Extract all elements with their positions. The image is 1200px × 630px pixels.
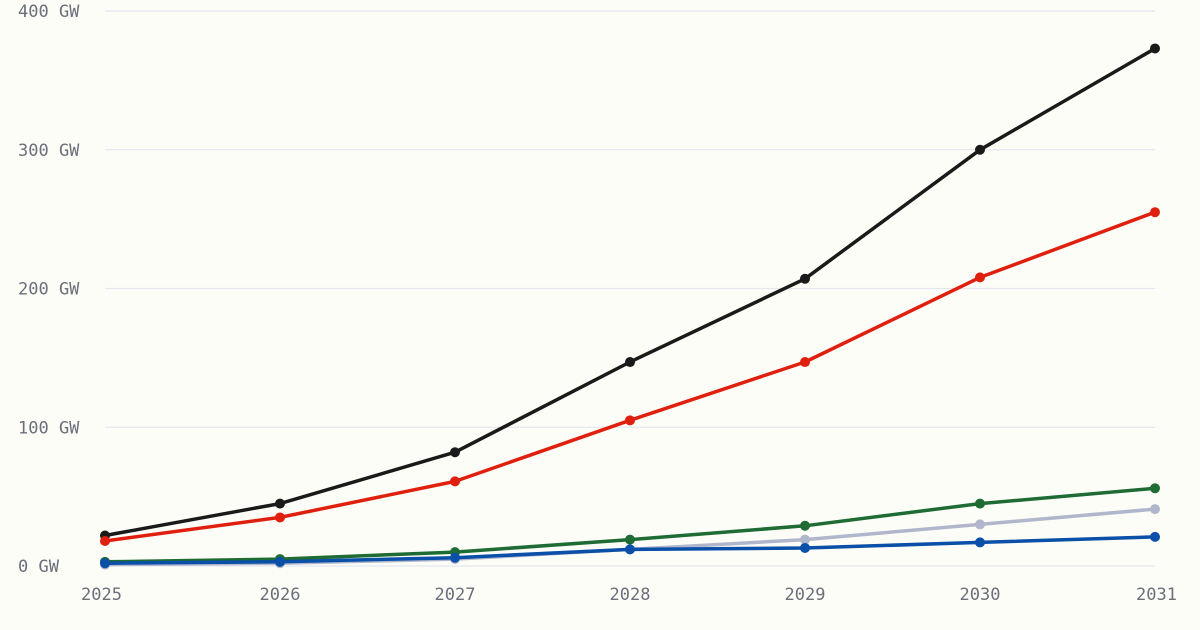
data-point xyxy=(1150,207,1160,218)
data-point xyxy=(800,273,810,284)
data-point xyxy=(800,520,810,531)
data-point xyxy=(275,512,285,523)
data-point xyxy=(975,519,985,530)
x-tick-label: 2031 xyxy=(1136,585,1177,605)
x-tick-label: 2027 xyxy=(435,585,476,605)
data-point xyxy=(975,537,985,548)
x-tick-label: 2029 xyxy=(785,585,826,605)
series-line xyxy=(103,210,1157,543)
data-point xyxy=(800,542,810,553)
data-point xyxy=(625,534,635,545)
data-point xyxy=(100,536,110,547)
y-tick-label: 0 GW xyxy=(18,557,60,577)
data-point xyxy=(975,498,985,509)
data-point xyxy=(975,144,985,155)
data-point xyxy=(275,498,285,509)
y-tick-label: 400 GW xyxy=(18,2,80,22)
data-point xyxy=(800,534,810,545)
data-point xyxy=(1150,504,1160,515)
data-point xyxy=(800,357,810,368)
y-tick-label: 200 GW xyxy=(18,280,80,300)
grid-lines xyxy=(105,10,1155,567)
data-point xyxy=(275,556,285,567)
x-tick-label: 2030 xyxy=(960,585,1001,605)
y-tick-label: 100 GW xyxy=(18,418,80,438)
x-tick-label: 2025 xyxy=(81,585,122,605)
data-point xyxy=(450,552,460,563)
data-point xyxy=(100,558,110,569)
data-point xyxy=(975,272,985,283)
x-tick-label: 2028 xyxy=(610,585,651,605)
data-point xyxy=(625,415,635,426)
data-point xyxy=(625,357,635,368)
data-point xyxy=(625,544,635,555)
y-axis-labels: 0 GW 100 GW 200 GW 300 GW 400 GW xyxy=(18,2,80,577)
y-tick-label: 300 GW xyxy=(18,141,80,161)
series-line xyxy=(103,46,1157,538)
data-point xyxy=(1150,483,1160,494)
data-point xyxy=(1150,43,1160,54)
x-axis-labels: 2025 2026 2027 2028 2029 2030 2031 xyxy=(81,585,1177,605)
series-group xyxy=(100,43,1160,570)
data-point xyxy=(450,447,460,458)
data-point xyxy=(1150,531,1160,542)
data-point xyxy=(450,476,460,487)
x-tick-label: 2026 xyxy=(260,585,301,605)
